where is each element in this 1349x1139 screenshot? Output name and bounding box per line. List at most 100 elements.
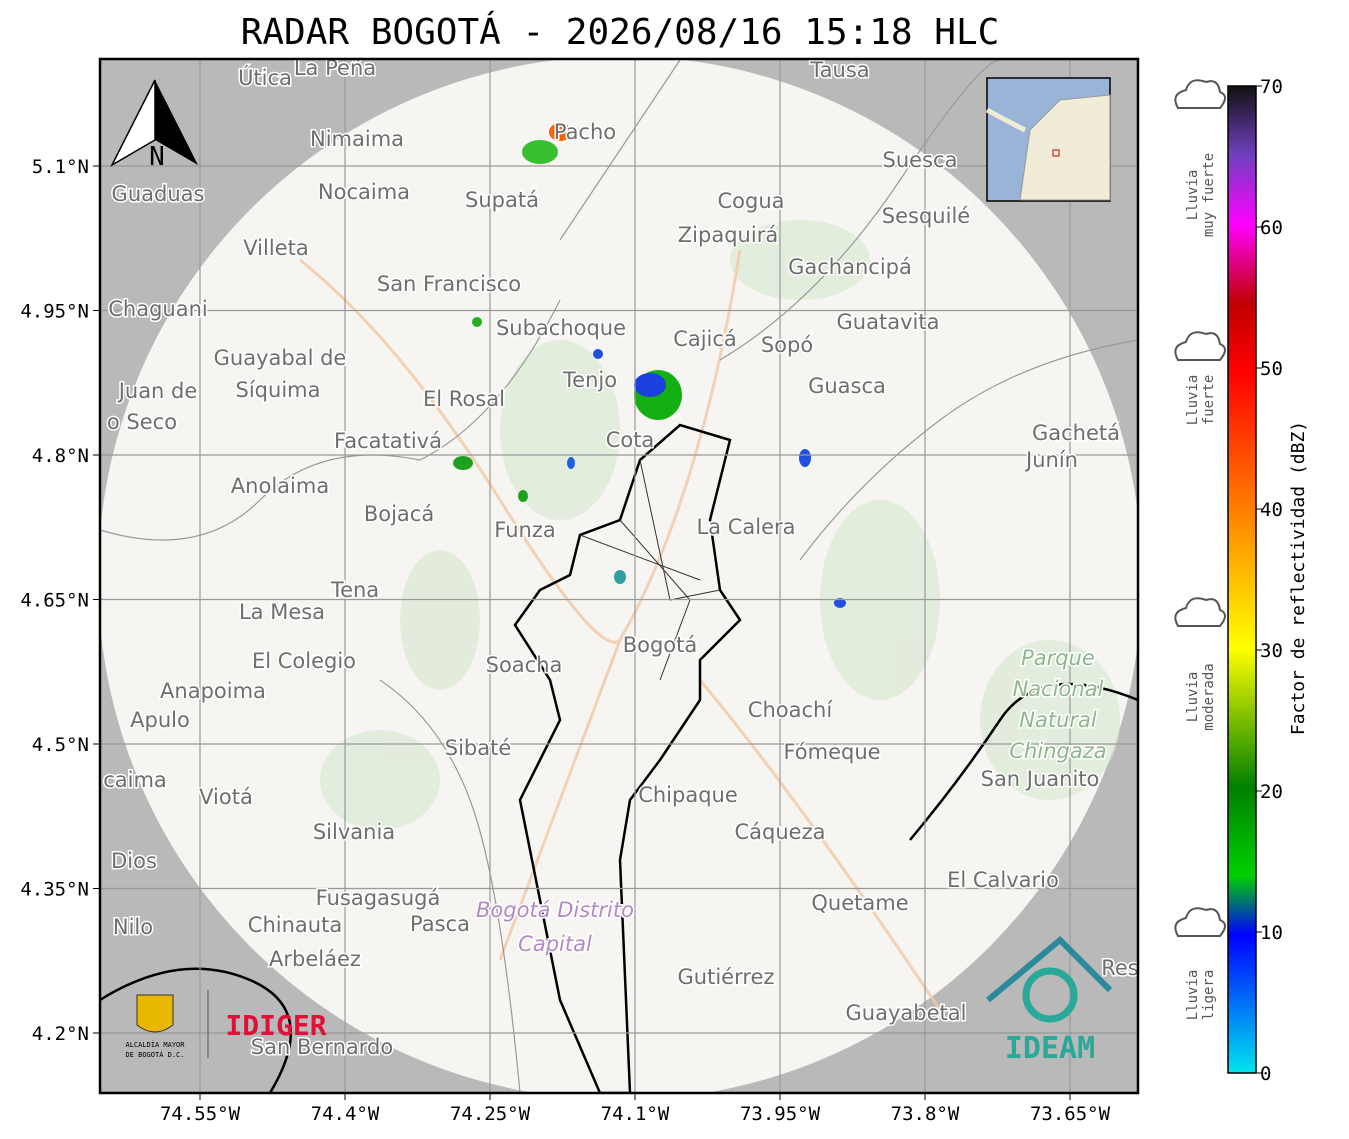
place-name: Res [1101, 956, 1139, 980]
map: Útica La Peña Tausa Nimaima Pacho Guaduas Noca… [100, 56, 1139, 1093]
colorbar-tick-label: 0 [1260, 1063, 1271, 1085]
colorbar-tick-label: 10 [1260, 922, 1283, 944]
title: RADAR BOGOTÁ - 2026/08/16 15:18 HLC [241, 11, 1000, 53]
place-name: Sesquilé [882, 204, 970, 228]
ideam-logo: IDEAM [986, 935, 1113, 1066]
district-name: Bogotá Distrito [476, 898, 634, 922]
place-name: Tausa [809, 58, 869, 82]
place-name: San Francisco [377, 272, 521, 296]
lon-tick-label: 73.65°W [1030, 1103, 1111, 1125]
lon-tick-label: 74.1°W [601, 1103, 670, 1125]
place-name: Cogua [717, 189, 784, 213]
inset-map [985, 77, 1111, 202]
place-name: La Peña [294, 56, 376, 80]
weather-icon [1174, 331, 1226, 361]
place-name: Fusagasugá [316, 886, 441, 910]
place-name: Quetame [811, 891, 908, 915]
colorbar-tick-label: 60 [1260, 217, 1283, 239]
place-name: El Calvario [947, 868, 1059, 892]
north-arrow: N [110, 79, 198, 172]
lon-tick-label: 74.4°W [311, 1103, 380, 1125]
colorbar-tick-label: 30 [1260, 640, 1283, 662]
place-name: El Rosal [423, 387, 505, 411]
colorbar-tick-label: 20 [1260, 781, 1283, 803]
lon-tick-label: 73.8°W [891, 1103, 960, 1125]
place-name: caima [103, 768, 167, 792]
place-name: Cáqueza [735, 820, 826, 844]
rain-level-label: fuerte [1201, 375, 1217, 426]
place-name: San Bernardo [251, 1035, 393, 1059]
rain-level-label: Lluvia [1185, 170, 1201, 221]
place-name: Gachetá [1032, 421, 1120, 445]
place-name: La Calera [696, 515, 795, 539]
north-label: N [149, 142, 165, 172]
rain-level-label: Lluvia [1185, 672, 1201, 723]
place-name: Nimaima [310, 127, 404, 151]
park-name: Nacional [1013, 677, 1104, 701]
place-name: Junín [1024, 448, 1078, 472]
place-name: Bojacá [364, 502, 434, 526]
place-name: Guaduas [112, 182, 205, 206]
weather-icon [1174, 597, 1226, 627]
colorbar-tick-label: 40 [1260, 499, 1283, 521]
lon-tick-label: 74.55°W [160, 1103, 241, 1125]
place-name: Subachoque [496, 316, 626, 340]
place-name: Funza [494, 518, 555, 542]
place-name: Tena [330, 578, 379, 602]
place-name: Dios [111, 849, 157, 873]
place-name: Chinauta [248, 913, 342, 937]
lat-tick-label: 4.5°N [32, 734, 89, 756]
place-name: Guasca [808, 374, 886, 398]
place-name: Guatavita [837, 310, 940, 334]
place-name: Villeta [243, 236, 308, 260]
lat-tick-label: 4.35°N [20, 879, 89, 901]
place-name: Facatativá [334, 429, 442, 453]
place-name: Supatá [465, 188, 539, 212]
place-name: Sopó [761, 333, 813, 357]
place-name: Pasca [410, 912, 470, 936]
place-name: Útica [238, 65, 292, 90]
colorbar-tick-label: 50 [1260, 358, 1283, 380]
place-name: o Seco [107, 410, 177, 434]
rain-level-label: moderada [1201, 663, 1217, 730]
place-name: Síquima [236, 378, 321, 402]
place-name: Chaguani [108, 297, 208, 321]
colorbar [1227, 85, 1257, 1074]
place-name: Gachancipá [788, 255, 912, 279]
place-name: Apulo [130, 708, 190, 732]
place-name: Arbeláez [269, 947, 361, 971]
lon-tick-label: 73.95°W [740, 1103, 821, 1125]
place-name: La Mesa [239, 600, 325, 624]
place-name: Guayabetal [846, 1001, 967, 1025]
park-name: Parque [1021, 646, 1095, 670]
lon-tick-label: 74.25°W [450, 1103, 531, 1125]
place-name: Nilo [113, 915, 153, 939]
place-name: Cajicá [673, 327, 737, 351]
rain-level-label: Lluvia [1185, 970, 1201, 1021]
place-name: Gutiérrez [678, 965, 775, 989]
place-name: Pacho [554, 120, 616, 144]
rain-level-label: ligera [1201, 970, 1217, 1021]
place-name: Tenjo [562, 368, 617, 392]
place-name: Chipaque [638, 783, 738, 807]
place-name: Nocaima [318, 180, 410, 204]
lat-tick-label: 5.1°N [32, 156, 89, 178]
place-name: San Juanito [981, 767, 1100, 791]
place-name: Soacha [486, 653, 563, 677]
colorbar-tick-label: 70 [1260, 76, 1283, 98]
place-name: Cota [606, 428, 655, 452]
colorbar-label: Factor de reflectividad (dBZ) [1288, 421, 1309, 735]
place-name: Anapoima [160, 679, 266, 703]
logo-text: ALCALDÍA MAYOR [125, 1040, 185, 1049]
place-name: Viotá [199, 785, 253, 809]
alcaldia-logo: ALCALDÍA MAYOR DE BOGOTÁ D.C. [125, 990, 209, 1059]
rain-level-label: Lluvia [1185, 375, 1201, 426]
park-name: Chingaza [1009, 739, 1106, 763]
place-name: Anolaima [231, 474, 329, 498]
radar-echoes [453, 123, 846, 608]
ideam-text: IDEAM [1005, 1031, 1095, 1066]
place-name: Guayabal de [214, 346, 347, 370]
place-name: Choachí [748, 698, 834, 722]
